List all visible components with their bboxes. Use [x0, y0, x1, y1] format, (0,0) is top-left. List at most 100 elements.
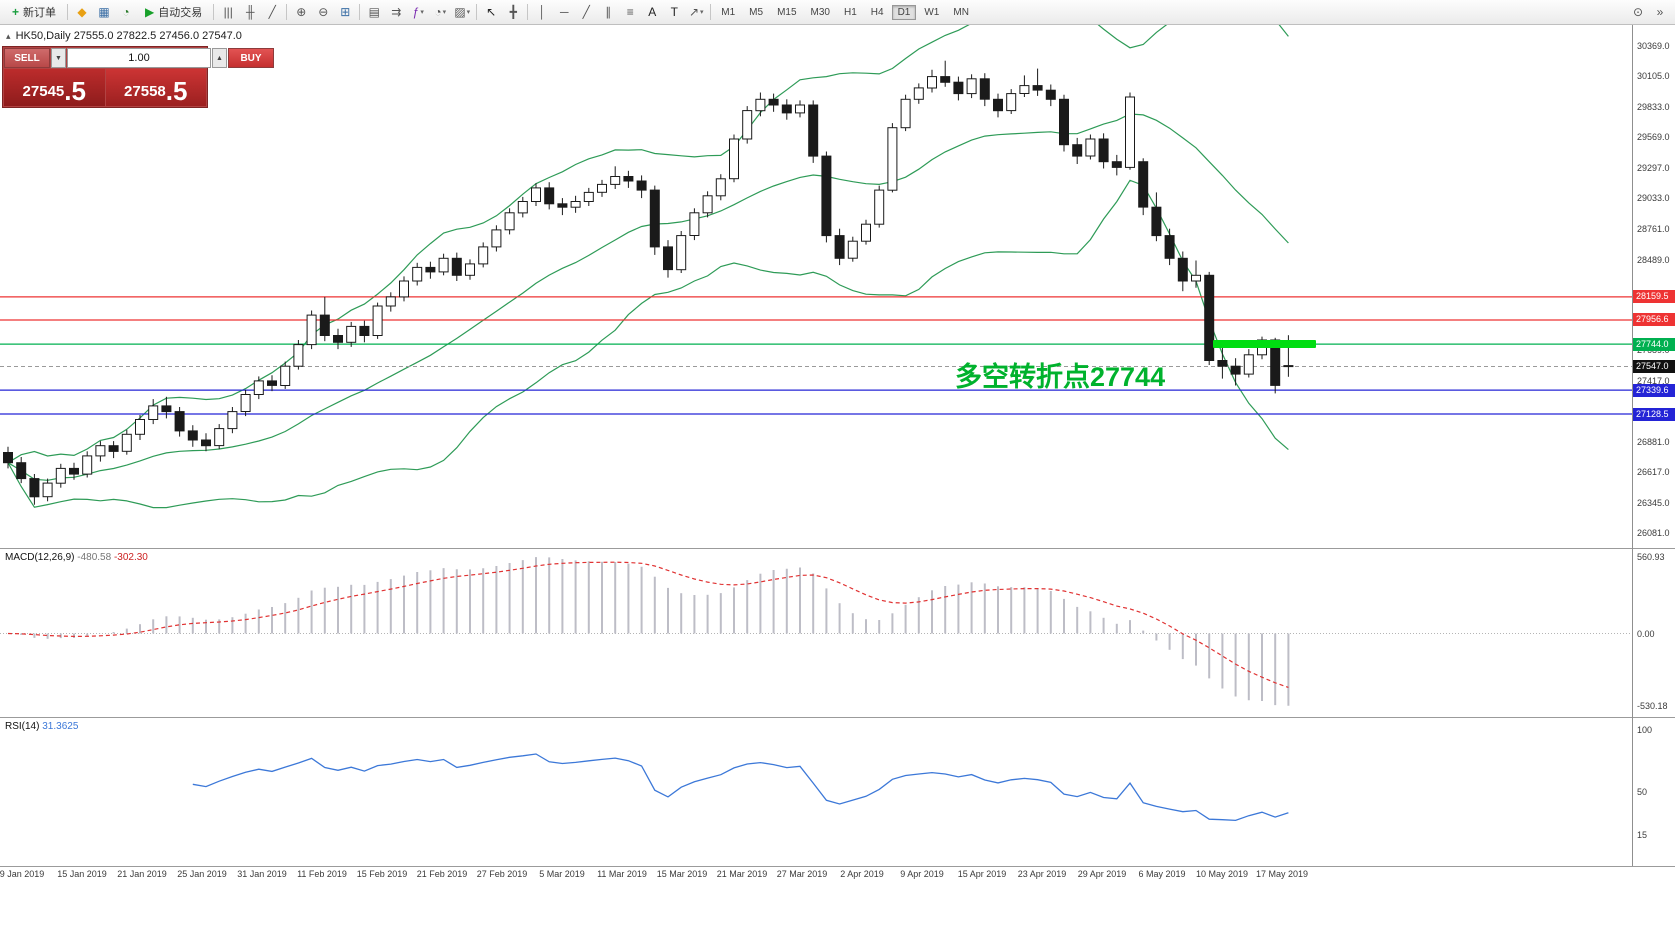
scroll-to-end-icon[interactable]: »: [1656, 5, 1664, 19]
arrows-icon[interactable]: ↗ ▾: [688, 5, 704, 19]
price-line-label: 27744.0: [1633, 337, 1675, 351]
price-tick: 29833.0: [1637, 101, 1670, 112]
date-label: 27 Mar 2019: [776, 869, 828, 879]
trendline-icon[interactable]: ╱: [582, 5, 590, 19]
date-label: 10 May 2019: [1195, 869, 1249, 879]
date-label: 9 Jan 2019: [0, 869, 45, 879]
date-label: 5 Mar 2019: [539, 869, 585, 879]
price-tick: 30105.0: [1637, 70, 1670, 81]
new-order-button[interactable]: + 新订单: [12, 5, 57, 19]
new-order-icon: +: [12, 5, 20, 19]
volume-input[interactable]: [67, 48, 211, 68]
sell-price-button[interactable]: 27545 .5: [4, 69, 105, 106]
price-tick: 28489.0: [1637, 254, 1670, 265]
price-chart[interactable]: [0, 0, 1632, 549]
periods-icon[interactable]: ◔ ▾: [434, 5, 447, 19]
sell-button[interactable]: SELL: [4, 48, 50, 68]
equidistant-channel-icon[interactable]: ∥: [605, 5, 612, 19]
macd-pane[interactable]: [0, 549, 1632, 718]
timeframe-m15[interactable]: M15: [777, 6, 797, 18]
data-window-icon[interactable]: ◔: [122, 5, 130, 19]
buy-price-button[interactable]: 27558 .5: [105, 69, 206, 106]
date-label: 11 Mar 2019: [597, 869, 647, 879]
vertical-line-icon[interactable]: │: [538, 5, 547, 19]
date-label: 21 Feb 2019: [416, 869, 468, 879]
toolbar-separator: [710, 4, 712, 20]
magnifier-icon[interactable]: ⊙: [1632, 5, 1644, 19]
toolbar-separator: [286, 4, 288, 20]
macd-label: MACD(12,26,9) -480.58 -302.30: [5, 552, 148, 563]
volume-increase-button[interactable]: ▲: [212, 48, 227, 68]
date-label: 29 Apr 2019: [1077, 869, 1127, 879]
zoom-out-icon[interactable]: ⊖: [318, 5, 329, 19]
rsi-label: RSI(14) 31.3625: [5, 721, 79, 732]
chart-shift-icon[interactable]: ⇉: [391, 5, 402, 19]
timeframe-m5[interactable]: M5: [749, 6, 764, 18]
pivot-highlight-line[interactable]: [1213, 340, 1316, 349]
toolbar-separator: [67, 4, 69, 20]
toolbar-separator: [213, 4, 215, 20]
date-label: 2 Apr 2019: [840, 869, 884, 879]
price-tick: 26881.0: [1637, 437, 1670, 448]
time-axis[interactable]: 9 Jan 2019 15 Jan 2019 21 Jan 2019 25 Jan 2…: [0, 869, 1632, 887]
date-label: 15 Jan 2019: [57, 869, 107, 879]
market-watch-icon[interactable]: ▦: [98, 5, 110, 19]
chart-symbol-label: ▴ HK50,Daily 27555.0 27822.5 27456.0 275…: [6, 30, 242, 42]
date-label: 6 May 2019: [1138, 869, 1186, 879]
symbol-name: HK50,Daily: [15, 30, 71, 42]
rsi-axis-label: 15: [1637, 830, 1648, 841]
date-label: 15 Mar 2019: [656, 869, 708, 879]
candlestick-mode-icon[interactable]: ╫: [245, 5, 255, 19]
auto-arrange-icon[interactable]: ▤: [368, 5, 380, 19]
price-line-label: 28159.5: [1633, 290, 1675, 304]
autotrading-button[interactable]: ▶ 自动交易: [145, 5, 203, 19]
rsi-axis-label: 100: [1637, 725, 1653, 736]
tile-windows-icon[interactable]: ⊞: [340, 5, 351, 19]
text-icon[interactable]: A: [648, 5, 657, 19]
pane-separator[interactable]: [0, 717, 1675, 718]
deposit-icon[interactable]: ◆: [77, 5, 87, 19]
price-tick: 26081.0: [1637, 527, 1670, 538]
date-label: 25 Jan 2019: [177, 869, 227, 879]
bid-price: 27545: [22, 83, 65, 100]
price-tick: 26345.0: [1637, 498, 1670, 508]
price-tick: 29033.0: [1637, 192, 1670, 203]
price-line-label: 27128.5: [1633, 407, 1675, 421]
zoom-in-icon[interactable]: ⊕: [296, 5, 307, 19]
volume-decrease-button[interactable]: ▼: [51, 48, 66, 68]
current-price-label: 27547.0: [1633, 359, 1675, 373]
timeframe-h1[interactable]: H1: [843, 6, 857, 18]
price-line-label: 27339.6: [1633, 383, 1675, 397]
timeframe-d1[interactable]: D1: [891, 4, 917, 20]
bar-chart-mode-icon[interactable]: |||: [223, 5, 233, 19]
symbol-icon: ▴: [6, 31, 11, 41]
templates-icon[interactable]: ▨ ▾: [454, 5, 471, 19]
indicators-icon[interactable]: ƒ ▾: [412, 5, 424, 19]
price-tick: 29297.0: [1637, 162, 1670, 173]
date-label: 17 May 2019: [1255, 869, 1309, 879]
fibonacci-icon[interactable]: ≡: [626, 5, 634, 19]
pane-separator[interactable]: [0, 548, 1675, 549]
timeframe-m1[interactable]: M1: [721, 6, 736, 18]
pivot-annotation: 多空转折点27744: [955, 362, 1166, 392]
cursor-icon[interactable]: ↖: [486, 5, 497, 19]
timeframe-m30[interactable]: M30: [810, 6, 830, 18]
timeframe-mn[interactable]: MN: [953, 6, 969, 18]
ask-price-pip: .5: [165, 76, 188, 106]
text-label-icon[interactable]: T: [670, 5, 678, 19]
price-tick: 29569.0: [1637, 131, 1670, 142]
ask-price: 27558: [124, 83, 166, 100]
rsi-pane[interactable]: [0, 718, 1632, 866]
timeframe-h4[interactable]: H4: [870, 6, 884, 18]
crosshair-icon[interactable]: ╋: [509, 5, 517, 19]
date-label: 31 Jan 2019: [237, 869, 287, 879]
toolbar-separator: [476, 4, 478, 20]
horizontal-line-icon[interactable]: ─: [559, 5, 569, 19]
timeframe-w1[interactable]: W1: [924, 6, 940, 18]
macd-axis-label: 0.00: [1637, 628, 1655, 639]
buy-button[interactable]: BUY: [228, 48, 274, 68]
axis-separator: [0, 866, 1675, 867]
line-chart-mode-icon[interactable]: ╱: [268, 5, 276, 19]
toolbar-separator: [527, 4, 529, 20]
